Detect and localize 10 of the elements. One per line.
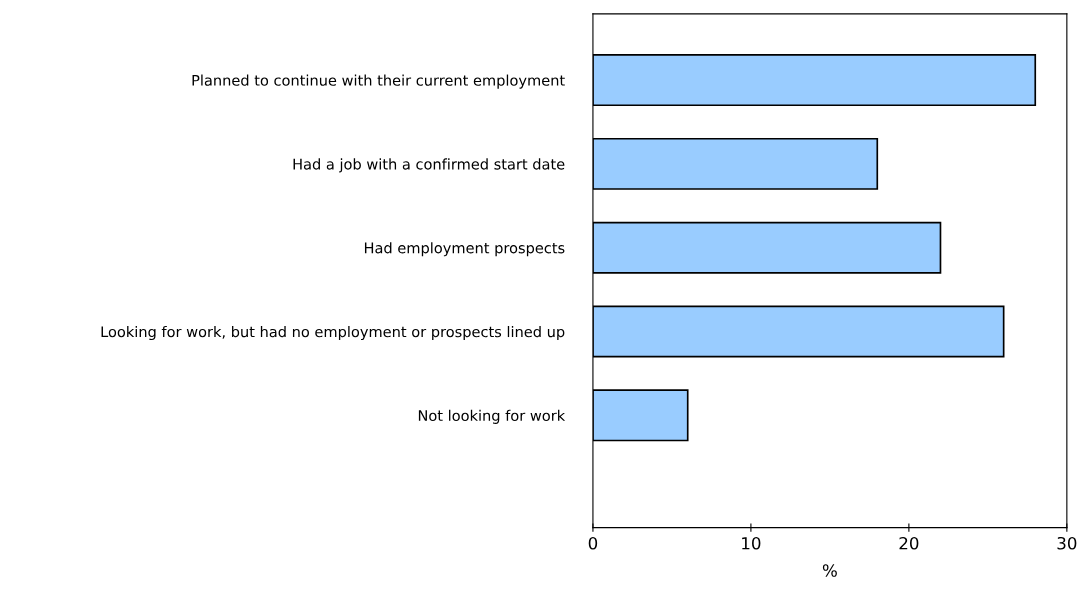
y-tick-label: Not looking for work xyxy=(418,409,566,424)
y-tick-label: Had employment prospects xyxy=(364,242,565,257)
x-tick-label: 10 xyxy=(742,536,761,550)
y-tick-label: Had a job with a confirmed start date xyxy=(293,158,565,173)
x-axis-title: % xyxy=(822,564,837,577)
y-tick-label: Planned to continue with their current employment xyxy=(192,74,565,89)
y-tick-label: Looking for work, but had no employment or prospects lined up xyxy=(101,325,565,341)
x-tick-label: 20 xyxy=(899,536,919,550)
x-tick-label: 30 xyxy=(1057,536,1077,550)
x-tick-label: 0 xyxy=(588,536,598,550)
